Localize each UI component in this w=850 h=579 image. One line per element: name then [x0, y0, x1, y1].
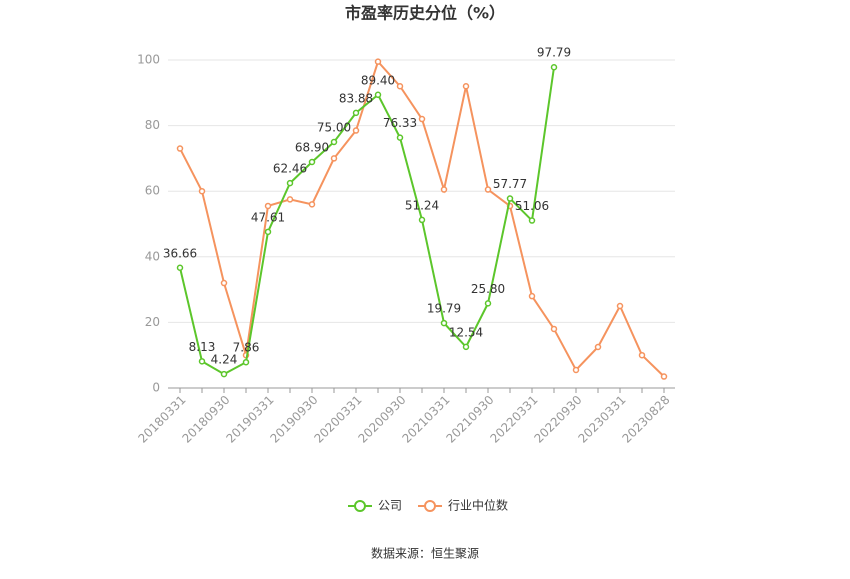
point [440, 186, 448, 193]
point [638, 351, 646, 359]
point [286, 196, 294, 203]
point [418, 216, 426, 224]
point [330, 138, 338, 146]
data-label: 8.13 [189, 340, 216, 354]
legend-label: 行业中位数 [448, 498, 508, 513]
data-label: 97.79 [537, 46, 571, 60]
point [594, 343, 602, 351]
point [264, 228, 272, 236]
data-label: 36.66 [163, 246, 197, 260]
point [484, 186, 492, 193]
point [616, 302, 624, 310]
point [242, 358, 250, 366]
point [198, 187, 206, 195]
point [374, 58, 382, 65]
point [462, 343, 470, 351]
y-tick-label: 100 [137, 53, 160, 67]
point [484, 300, 492, 307]
series-line [179, 67, 555, 376]
data-label: 83.88 [339, 91, 373, 105]
point [352, 109, 360, 117]
point [528, 217, 536, 224]
legend-marker [354, 500, 366, 512]
data-label: 76.33 [383, 116, 417, 130]
data-label: 4.24 [211, 353, 238, 367]
point [308, 158, 316, 166]
data-label: 47.61 [251, 210, 285, 224]
data-label: 62.46 [273, 162, 307, 176]
point [396, 134, 404, 141]
point [330, 155, 338, 162]
point [308, 201, 316, 208]
data-label: 68.90 [295, 141, 329, 155]
point [550, 325, 558, 333]
point [418, 115, 426, 123]
point [198, 358, 206, 365]
point [528, 292, 536, 300]
point [220, 279, 228, 287]
data-label: 19.79 [427, 302, 461, 316]
y-tick-label: 80 [145, 118, 160, 132]
point [352, 127, 360, 134]
point [660, 373, 668, 380]
y-tick-label: 60 [145, 184, 160, 198]
data-label: 51.24 [405, 198, 439, 212]
data-label: 51.06 [515, 199, 549, 213]
source: 数据来源：恒生聚源 [371, 546, 479, 561]
point [374, 91, 382, 99]
data-label: 7.86 [233, 341, 260, 355]
legend-label: 公司 [378, 499, 402, 513]
data-label: 57.77 [493, 177, 527, 191]
data-label: 89.40 [361, 73, 395, 87]
data-label: 25.80 [471, 282, 505, 296]
point [396, 82, 404, 90]
point [286, 179, 294, 187]
point [264, 202, 272, 210]
legend-marker [424, 500, 437, 512]
x-tick-label: 20230828 [620, 393, 673, 446]
point [220, 370, 228, 378]
point [506, 195, 514, 202]
data-label: 12.54 [449, 325, 483, 339]
chart-title: 市盈率历史分位（%） [345, 4, 505, 23]
y-tick-label: 0 [152, 381, 160, 395]
point [462, 82, 470, 90]
point [550, 63, 558, 71]
y-tick-label: 20 [145, 315, 160, 329]
point [440, 319, 448, 327]
y-tick-label: 40 [145, 249, 160, 263]
point [572, 366, 580, 374]
point [176, 264, 184, 272]
point [176, 145, 184, 152]
data-label: 75.00 [317, 121, 351, 135]
